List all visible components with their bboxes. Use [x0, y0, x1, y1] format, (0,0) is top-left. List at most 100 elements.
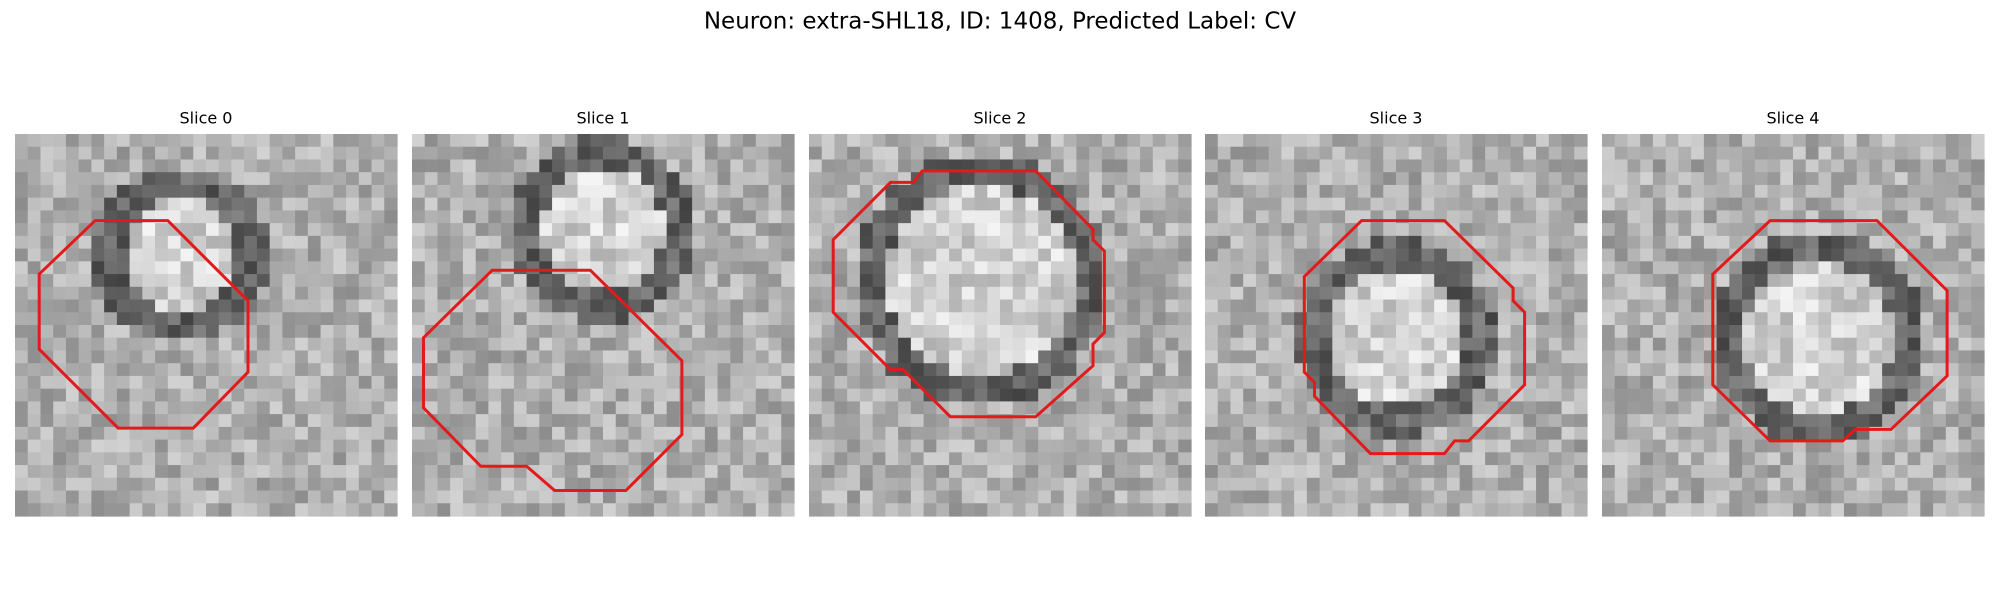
pixel — [717, 197, 731, 211]
pixel — [1742, 465, 1756, 479]
pixel — [384, 184, 398, 199]
pixel — [1561, 375, 1575, 390]
pixel — [666, 172, 680, 186]
pixel — [1627, 312, 1641, 326]
pixel — [501, 363, 515, 377]
pixel — [1818, 184, 1832, 199]
pixel — [577, 325, 591, 339]
pixel — [641, 477, 655, 492]
pixel — [282, 477, 296, 492]
pixel — [1165, 312, 1179, 326]
pixel — [1370, 465, 1384, 479]
pixel — [1050, 401, 1065, 415]
pixel — [1716, 312, 1730, 326]
pixel — [1536, 477, 1550, 492]
pixel — [539, 337, 553, 352]
pixel — [167, 274, 182, 288]
pixel — [1114, 210, 1128, 224]
pixel — [1754, 197, 1769, 211]
pixel — [1089, 248, 1103, 262]
pixel — [1933, 184, 1947, 199]
pixel — [755, 235, 770, 250]
pixel — [1729, 159, 1743, 173]
pixel — [1843, 184, 1858, 199]
pixel — [1178, 503, 1192, 517]
pixel — [1101, 235, 1116, 250]
pixel — [1678, 337, 1692, 352]
pixel — [1818, 325, 1832, 339]
pixel — [1319, 261, 1333, 275]
pixel — [961, 465, 976, 479]
pixel — [116, 261, 131, 275]
pixel — [717, 146, 731, 161]
pixel — [1602, 439, 1616, 453]
pixel — [539, 146, 553, 161]
pixel — [1536, 299, 1550, 313]
pixel — [1574, 134, 1588, 148]
pixel — [552, 197, 566, 211]
pixel — [834, 426, 848, 441]
pixel — [1472, 159, 1486, 173]
pixel — [307, 159, 322, 173]
pixel — [1038, 299, 1052, 313]
pixel — [743, 286, 757, 301]
pixel — [116, 375, 131, 390]
pixel — [1076, 452, 1090, 466]
pixel — [834, 401, 848, 415]
pixel — [717, 363, 731, 377]
pixel — [910, 426, 925, 441]
pixel — [1780, 477, 1794, 492]
pixel — [1255, 439, 1270, 453]
pixel — [1856, 388, 1870, 402]
pixel — [755, 439, 770, 453]
pixel — [885, 426, 899, 441]
pixel — [104, 350, 118, 364]
pixel — [1793, 439, 1807, 453]
pixel — [949, 388, 963, 402]
pixel — [1869, 312, 1883, 326]
pixel — [628, 401, 642, 415]
pixel — [910, 325, 925, 339]
pixel — [142, 172, 156, 186]
pixel — [653, 465, 668, 479]
pixel — [488, 172, 502, 186]
pixel — [1038, 465, 1052, 479]
pixel — [1548, 261, 1563, 275]
pixel — [704, 375, 719, 390]
pixel — [898, 325, 912, 339]
pixel — [371, 274, 385, 288]
pixel — [1716, 452, 1730, 466]
pixel — [1523, 375, 1537, 390]
pixel — [256, 401, 271, 415]
pixel — [1383, 477, 1397, 492]
pixel — [15, 134, 29, 148]
pixel — [1831, 477, 1845, 492]
pixel — [488, 223, 502, 237]
pixel — [384, 235, 398, 250]
pixel — [1627, 414, 1641, 428]
pixel — [1114, 439, 1128, 453]
pixel — [1716, 325, 1730, 339]
pixel — [1523, 414, 1537, 428]
pixel — [1217, 426, 1232, 441]
pixel — [1523, 363, 1537, 377]
pixel — [320, 490, 334, 504]
pixel — [564, 350, 579, 364]
pixel — [1000, 134, 1014, 148]
pixel — [1536, 363, 1550, 377]
pixel — [193, 299, 207, 313]
pixel — [987, 465, 1001, 479]
pixel — [218, 490, 233, 504]
pixel — [1332, 274, 1346, 288]
pixel — [1050, 172, 1065, 186]
pixel — [1025, 299, 1039, 313]
pixel — [1472, 465, 1486, 479]
pixel — [1012, 184, 1027, 199]
pixel — [1945, 503, 1960, 517]
pixel — [1856, 197, 1870, 211]
pixel — [1114, 159, 1128, 173]
pixel — [1729, 414, 1743, 428]
pixel — [1396, 388, 1410, 402]
pixel — [155, 414, 169, 428]
pixel — [1243, 350, 1257, 364]
